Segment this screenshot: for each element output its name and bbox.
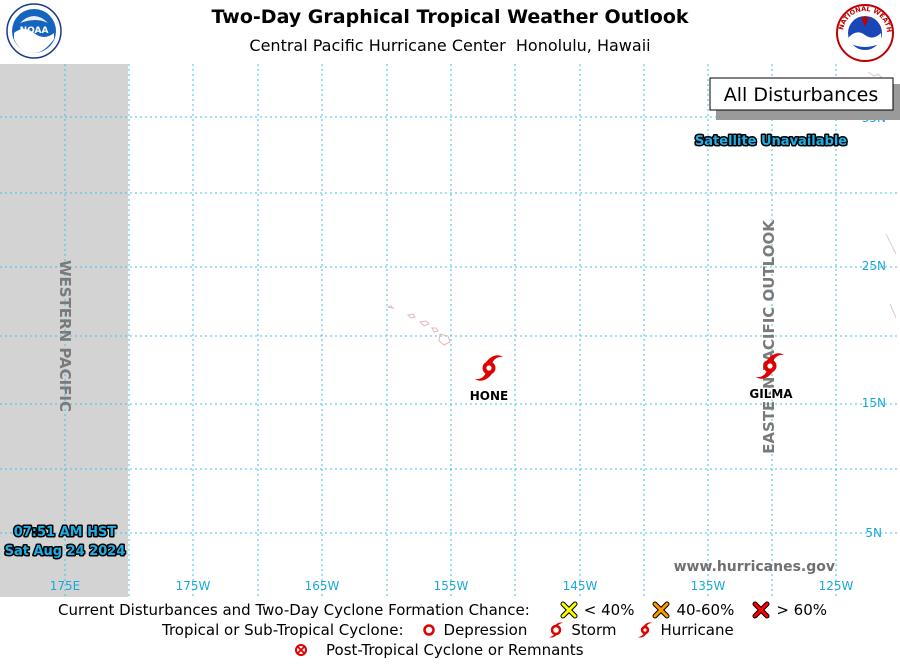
hone-hurricane-icon[interactable] <box>475 355 503 381</box>
lon-label: 135W <box>691 579 726 593</box>
legend-depression: Depression <box>443 621 528 639</box>
x-yellow-icon <box>560 601 578 619</box>
map-canvas: WESTERN PACIFIC EASTERN PACIFIC OUTLOOK … <box>0 64 900 597</box>
legend-hurricane: Hurricane <box>660 621 734 639</box>
lon-label: 125W <box>819 579 854 593</box>
panel-label: All Disturbances <box>724 84 879 106</box>
legend-row-cyclone: Tropical or Sub-Tropical Cyclone: Depres… <box>162 620 734 640</box>
legend-row-disturbances: Current Disturbances and Two-Day Cyclone… <box>58 600 827 620</box>
legend-row-post-tropical: Post-Tropical Cyclone or Remnants <box>292 640 584 660</box>
legend-cyclone-label: Tropical or Sub-Tropical Cyclone: <box>162 621 404 639</box>
noaa-logo-text: NOAA <box>20 26 49 36</box>
lon-label: 175W <box>176 579 211 593</box>
legend-storm: Storm <box>571 621 617 639</box>
header: NOAA Two-Day Graphical Tropical Weather … <box>0 0 900 64</box>
storm-label-gilma: GILMA <box>749 387 793 401</box>
eastern-pacific-label: EASTERN PACIFIC OUTLOOK <box>760 219 778 454</box>
storm-label-hone: HONE <box>470 389 508 403</box>
legend-chance-high: > 60% <box>776 601 828 619</box>
timestamp-time: 07:51 AM HST <box>14 525 117 540</box>
lon-label: 145W <box>563 579 598 593</box>
hurricane-icon <box>638 622 653 638</box>
legend-chance-mid: 40-60% <box>676 601 735 619</box>
outlook-map: WESTERN PACIFIC EASTERN PACIFIC OUTLOOK … <box>0 64 900 597</box>
legend-disturbance-label: Current Disturbances and Two-Day Cyclone… <box>58 601 530 619</box>
satellite-status: Satellite Unavailable <box>695 134 847 149</box>
lon-label: 175E <box>50 579 81 593</box>
gilma-hurricane-icon[interactable] <box>756 353 784 379</box>
x-red-icon <box>752 601 770 619</box>
page-title: Two-Day Graphical Tropical Weather Outlo… <box>211 6 689 28</box>
depression-icon <box>422 624 435 636</box>
noaa-logo-icon: NOAA <box>6 3 62 59</box>
panel-label-box <box>709 77 894 111</box>
legend-post-tropical: Post-Tropical Cyclone or Remnants <box>326 641 584 659</box>
x-orange-icon <box>652 601 670 619</box>
legend: Current Disturbances and Two-Day Cyclone… <box>0 597 900 665</box>
storm-icon <box>549 622 564 638</box>
timestamp-date: Sat Aug 24 2024 <box>5 544 126 559</box>
nws-logo-icon: NATIONAL WEATHER SERVICE <box>835 3 894 62</box>
post-tropical-icon <box>295 644 307 656</box>
western-pacific-label: WESTERN PACIFIC <box>56 260 74 412</box>
legend-chance-low: < 40% <box>583 601 635 619</box>
hawaiian-islands <box>386 305 451 346</box>
lon-label: 165W <box>305 579 340 593</box>
lat-label: 15N <box>862 396 886 410</box>
longitude-grid <box>64 64 837 597</box>
lon-label: 155W <box>434 579 469 593</box>
western-pacific-panel <box>0 64 128 597</box>
lat-label: 5N <box>865 526 882 540</box>
lat-label: 25N <box>862 259 886 273</box>
website-link[interactable]: www.hurricanes.gov <box>674 559 835 575</box>
page-subtitle: Central Pacific Hurricane Center Honolul… <box>249 36 651 55</box>
